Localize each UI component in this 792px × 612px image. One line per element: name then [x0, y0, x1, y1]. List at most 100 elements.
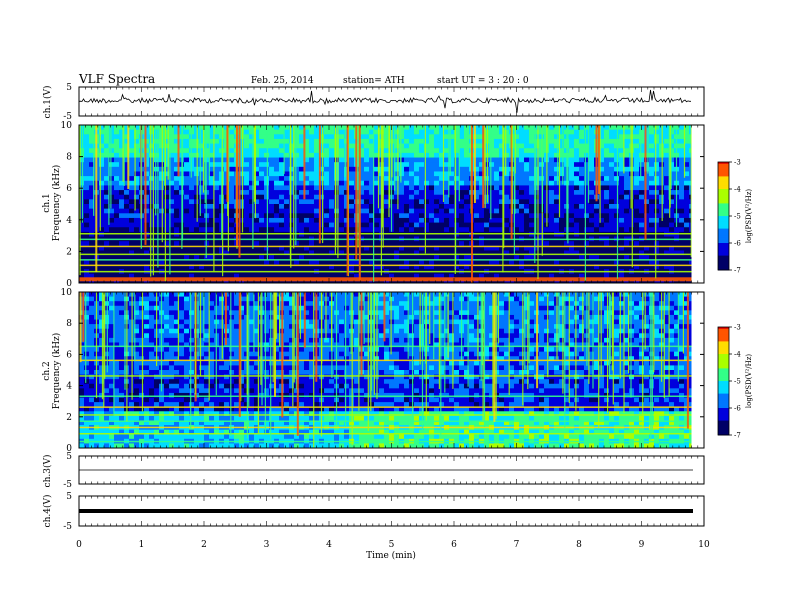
spectrogram-cell: [254, 176, 260, 182]
spectrogram-cell: [384, 204, 390, 210]
spectrogram-cell: [129, 194, 135, 200]
spectrogram-cell: [669, 255, 675, 261]
spectrogram-cell: [119, 255, 125, 261]
spectrogram-cell: [349, 171, 355, 177]
spectrogram-cell: [109, 305, 115, 311]
spectrogram-cell: [339, 255, 345, 261]
spectrogram-cell: [264, 157, 270, 163]
spectrogram-cell: [499, 222, 505, 228]
spectrogram-cell: [369, 134, 375, 140]
spectrogram-cell: [589, 208, 595, 214]
spectrogram-cell: [514, 148, 520, 154]
spectrogram-cell: [534, 199, 540, 205]
spectrogram-cell: [144, 264, 150, 270]
spectrogram-cell: [369, 204, 375, 210]
spectrogram-cell: [574, 199, 580, 205]
spectrogram-cell: [134, 185, 140, 191]
spectrogram-cell: [419, 217, 425, 223]
spectrogram-cell: [239, 208, 245, 214]
spectrogram-cell: [624, 180, 630, 186]
spectrogram-cell: [659, 264, 665, 270]
spectrogram-cell: [149, 301, 155, 307]
spectrogram-cell: [309, 166, 315, 172]
spectrogram-cell: [109, 342, 115, 348]
spectrogram-cell: [89, 351, 95, 357]
spectrogram-cell: [479, 194, 485, 200]
spectrogram-cell: [424, 162, 430, 168]
spectrogram-cell: [489, 125, 495, 131]
spectrogram-cell: [584, 204, 590, 210]
spectrogram-cell: [134, 213, 140, 219]
spectrogram-cell: [169, 222, 175, 228]
spectrogram-cell: [109, 443, 115, 449]
spectrogram-cell: [409, 176, 415, 182]
spectrogram-cell: [84, 162, 90, 168]
spectrogram-cell: [114, 245, 120, 251]
spectrogram-cell: [459, 176, 465, 182]
spectrogram-cell: [634, 152, 640, 158]
spectrogram-cell: [424, 255, 430, 261]
spectrogram-cell: [619, 185, 625, 191]
spectrogram-cell: [439, 143, 445, 149]
spectrogram-cell: [634, 213, 640, 219]
spectrogram-cell: [294, 241, 300, 247]
spectrogram-cell: [254, 148, 260, 154]
spectrogram-cell: [209, 171, 215, 177]
spectrogram-cell: [514, 241, 520, 247]
spectrogram-cell: [334, 264, 340, 270]
spectrogram-cell: [209, 199, 215, 205]
spectrogram-cell: [329, 194, 335, 200]
spectrogram-cell: [349, 194, 355, 200]
spectrogram-cell: [364, 129, 370, 135]
spectrogram-cell: [84, 379, 90, 385]
spectrogram-cell: [494, 264, 500, 270]
spectrogram-cell: [429, 259, 435, 265]
spectrogram-cell: [554, 222, 560, 228]
sferic-burst: [454, 125, 456, 274]
spectrogram-cell: [439, 162, 445, 168]
spectrogram-cell: [254, 217, 260, 223]
spectrogram-cell: [134, 134, 140, 140]
spectrogram-cell: [174, 199, 180, 205]
spectrogram-cell: [104, 190, 110, 196]
spectrogram-cell: [474, 138, 480, 144]
spectrogram-cell: [424, 217, 430, 223]
spectrogram-cell: [509, 255, 515, 261]
spectrogram-cell: [244, 148, 250, 154]
spectrogram-cell: [429, 194, 435, 200]
spectrogram-cell: [644, 250, 650, 256]
spectrogram-cell: [404, 152, 410, 158]
spectrogram-cell: [564, 259, 570, 265]
spectrogram-cell: [644, 125, 650, 131]
spectrogram-cell: [279, 264, 285, 270]
spectrogram-cell: [89, 397, 95, 403]
spectrogram-cell: [604, 125, 610, 131]
spectrogram-cell: [599, 166, 605, 172]
spectrogram-cell: [529, 241, 535, 247]
spectrogram-cell: [124, 208, 130, 214]
spectrogram-cell: [579, 157, 585, 163]
spectrogram-cell: [369, 227, 375, 233]
spectrogram-cell: [519, 208, 525, 214]
spectrogram-cell: [589, 143, 595, 149]
spectrogram-cell: [274, 217, 280, 223]
spectrogram-cell: [284, 250, 290, 256]
spectrogram-cell: [309, 222, 315, 228]
spectrogram-cell: [574, 138, 580, 144]
spectrogram-cell: [589, 245, 595, 251]
spectrogram-cell: [119, 333, 125, 339]
spectrogram-cell: [279, 213, 285, 219]
spectrogram-cell: [624, 259, 630, 265]
spectrogram-cell: [84, 157, 90, 163]
spectrogram-cell: [394, 176, 400, 182]
spectrogram-cell: [519, 241, 525, 247]
spectrogram-cell: [79, 319, 85, 325]
spectrogram-cell: [589, 255, 595, 261]
spectrogram-cell: [169, 213, 175, 219]
spectrogram-cell: [559, 199, 565, 205]
spectrogram-cell: [294, 162, 300, 168]
spectrogram-cell: [399, 176, 405, 182]
spectrogram-cell: [169, 292, 175, 297]
spectrogram-cell: [519, 152, 525, 158]
spectrogram-cell: [304, 245, 310, 251]
